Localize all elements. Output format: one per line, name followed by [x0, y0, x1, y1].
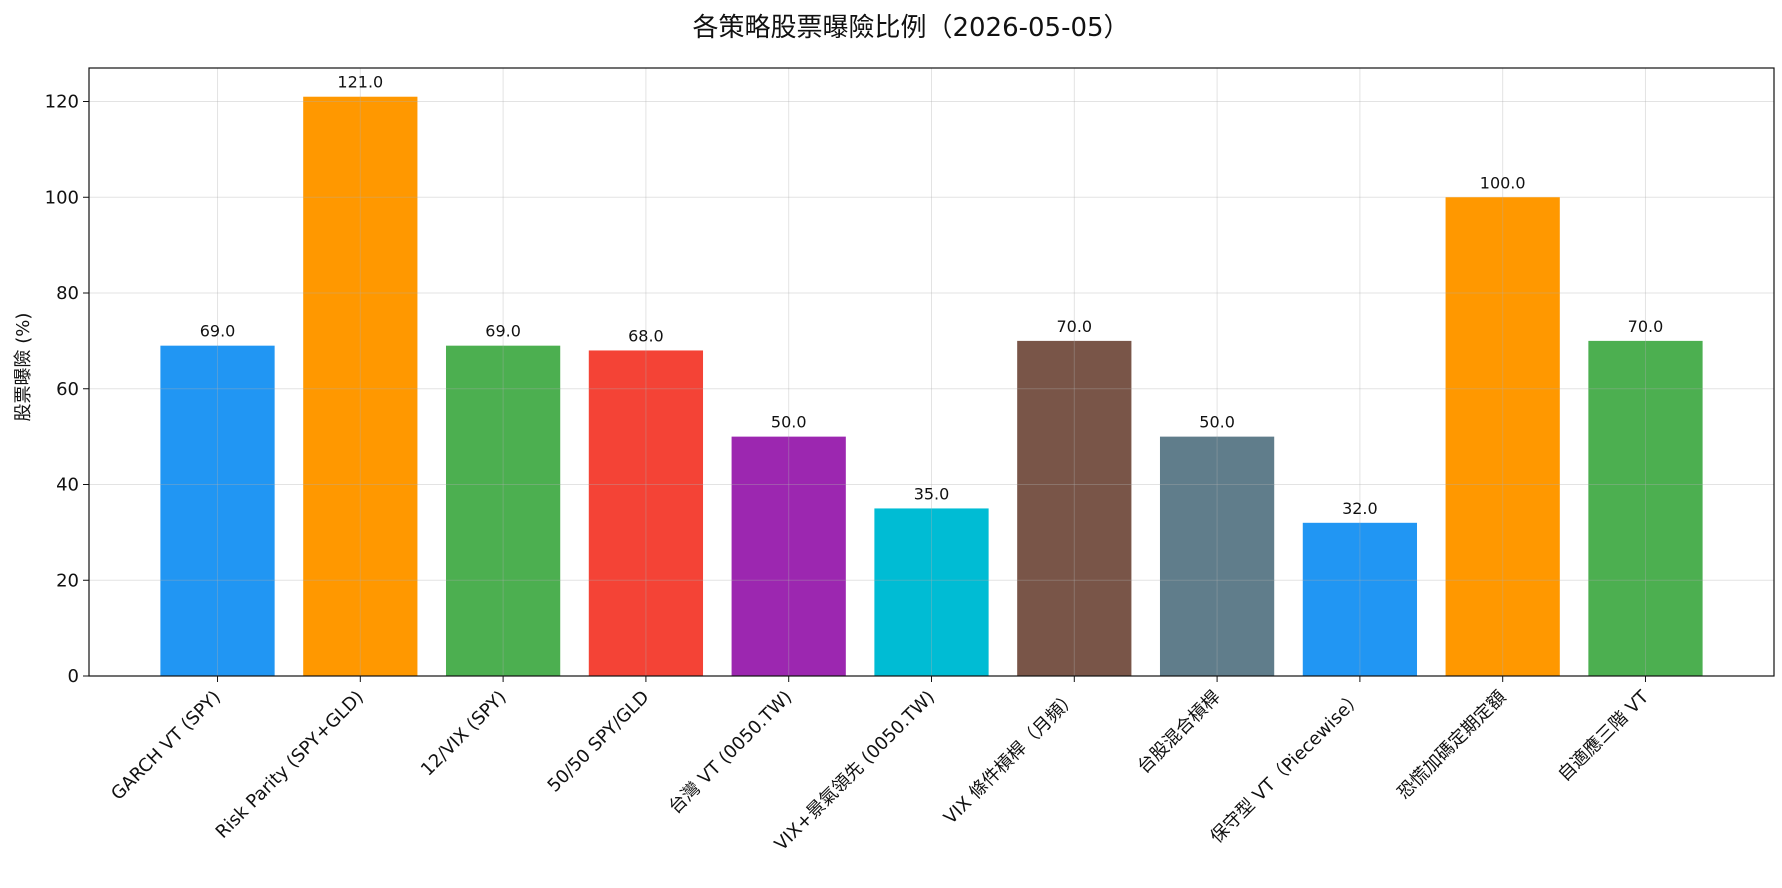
x-tick-label: 台股混合槓桿 [1133, 687, 1224, 778]
data-label: 70.0 [1628, 317, 1664, 336]
bars [160, 96, 1703, 677]
x-tick-label: 恐慌加碼定期定額 [1394, 687, 1511, 804]
plot-frame [88, 67, 1775, 677]
data-label: 121.0 [337, 73, 383, 92]
chart-title: 各策略股票曝險比例（2026-05-05） [692, 13, 1129, 43]
data-label: 68.0 [628, 326, 664, 345]
bar [445, 345, 561, 676]
y-tick-label: 0 [68, 666, 79, 687]
bar [1017, 340, 1132, 676]
x-tick-label: Risk Parity (SPY+GLD) [212, 687, 368, 843]
data-label: 32.0 [1342, 499, 1378, 518]
x-tick-label: VIX+景氣領先 (0050.TW) [771, 687, 939, 855]
bar [1159, 436, 1275, 676]
x-tick-label: 保守型 VT（Piecewise） [1206, 687, 1367, 848]
x-tick-label: GARCH VT (SPY) [107, 687, 225, 805]
y-tick-label: 60 [56, 379, 79, 400]
value-labels: 69.0 121.0 69.0 68.0 50.0 35.0 70.0 50.0 32.0 100… [200, 73, 1664, 518]
data-label: 70.0 [1056, 317, 1092, 336]
x-tick-label: 12/VIX (SPY) [417, 687, 511, 781]
x-tick-label: 50/50 SPY/GLD [544, 687, 654, 797]
y-tick-label: 80 [56, 283, 79, 304]
bar [731, 436, 846, 676]
y-tick-label: 40 [56, 475, 79, 496]
y-tick-label: 100 [45, 187, 79, 208]
x-tick-label: 自適應三階 VT [1553, 685, 1653, 785]
y-tick-label: 20 [56, 570, 79, 591]
y-axis-label: 股票曝險 (%) [13, 313, 34, 422]
bar [1302, 522, 1418, 676]
x-tick-label: VIX 條件槓桿（月頻） [940, 687, 1082, 829]
bar [874, 508, 989, 676]
data-label: 50.0 [1199, 413, 1235, 432]
bar [303, 96, 418, 676]
x-tick-label: 台灣 VT (0050.TW) [665, 687, 797, 819]
y-tick-label: 120 [45, 92, 79, 113]
bar [160, 345, 275, 676]
data-label: 35.0 [914, 484, 950, 503]
data-label: 50.0 [771, 413, 807, 432]
data-label: 69.0 [200, 322, 236, 341]
bar [1445, 197, 1560, 677]
bar [1588, 340, 1703, 676]
bar [588, 350, 704, 676]
data-label: 69.0 [485, 322, 521, 341]
data-label: 100.0 [1480, 173, 1526, 192]
